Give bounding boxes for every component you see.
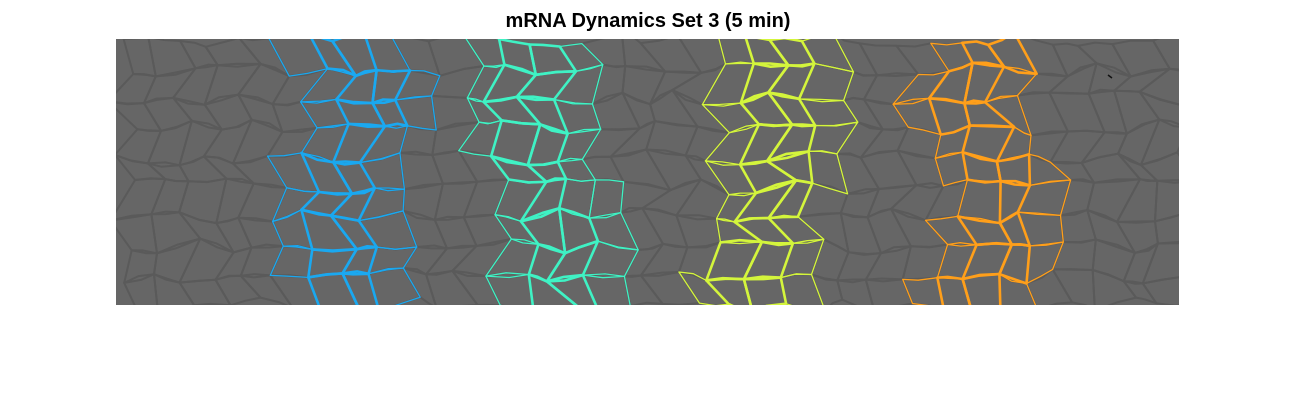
stripe-cell: [341, 272, 379, 305]
stripe-cell: [936, 275, 972, 305]
tissue-background: [116, 39, 1179, 305]
debris-mark: [1107, 74, 1113, 79]
stripe-cell: [307, 272, 359, 305]
background-cell: [1051, 268, 1096, 305]
highlighted-stripes: [266, 39, 1072, 305]
background-cell: [425, 269, 479, 305]
stripe-cell: [704, 276, 753, 305]
background-cell: [153, 273, 196, 305]
stripe-cell: [545, 273, 598, 305]
background-cell: [239, 274, 292, 305]
stripe-cell: [998, 273, 1037, 305]
stripe-cell: [780, 273, 824, 305]
stripe-cell: [902, 277, 944, 305]
stripe-4-cells: [892, 39, 1072, 305]
stripe-cell: [961, 272, 1002, 305]
stripe-cell: [367, 267, 421, 305]
stripe-2-cells: [458, 39, 639, 305]
background-cell: [451, 269, 502, 305]
stripe-3-cells: [678, 39, 859, 305]
background-cell: [123, 273, 159, 305]
background-cell: [1141, 276, 1179, 305]
background-cell: [178, 278, 232, 305]
stripe-cell: [485, 272, 534, 305]
background-cell: [269, 274, 320, 305]
stripe-cell: [527, 273, 578, 305]
cell-segmentation-image: [116, 39, 1179, 305]
tissue-canvas: [116, 39, 1179, 305]
stripe-cell: [582, 273, 631, 305]
background-cell: [836, 278, 874, 305]
stripe-1-cells: [266, 39, 441, 305]
figure-title: mRNA Dynamics Set 3 (5 min): [505, 10, 791, 32]
